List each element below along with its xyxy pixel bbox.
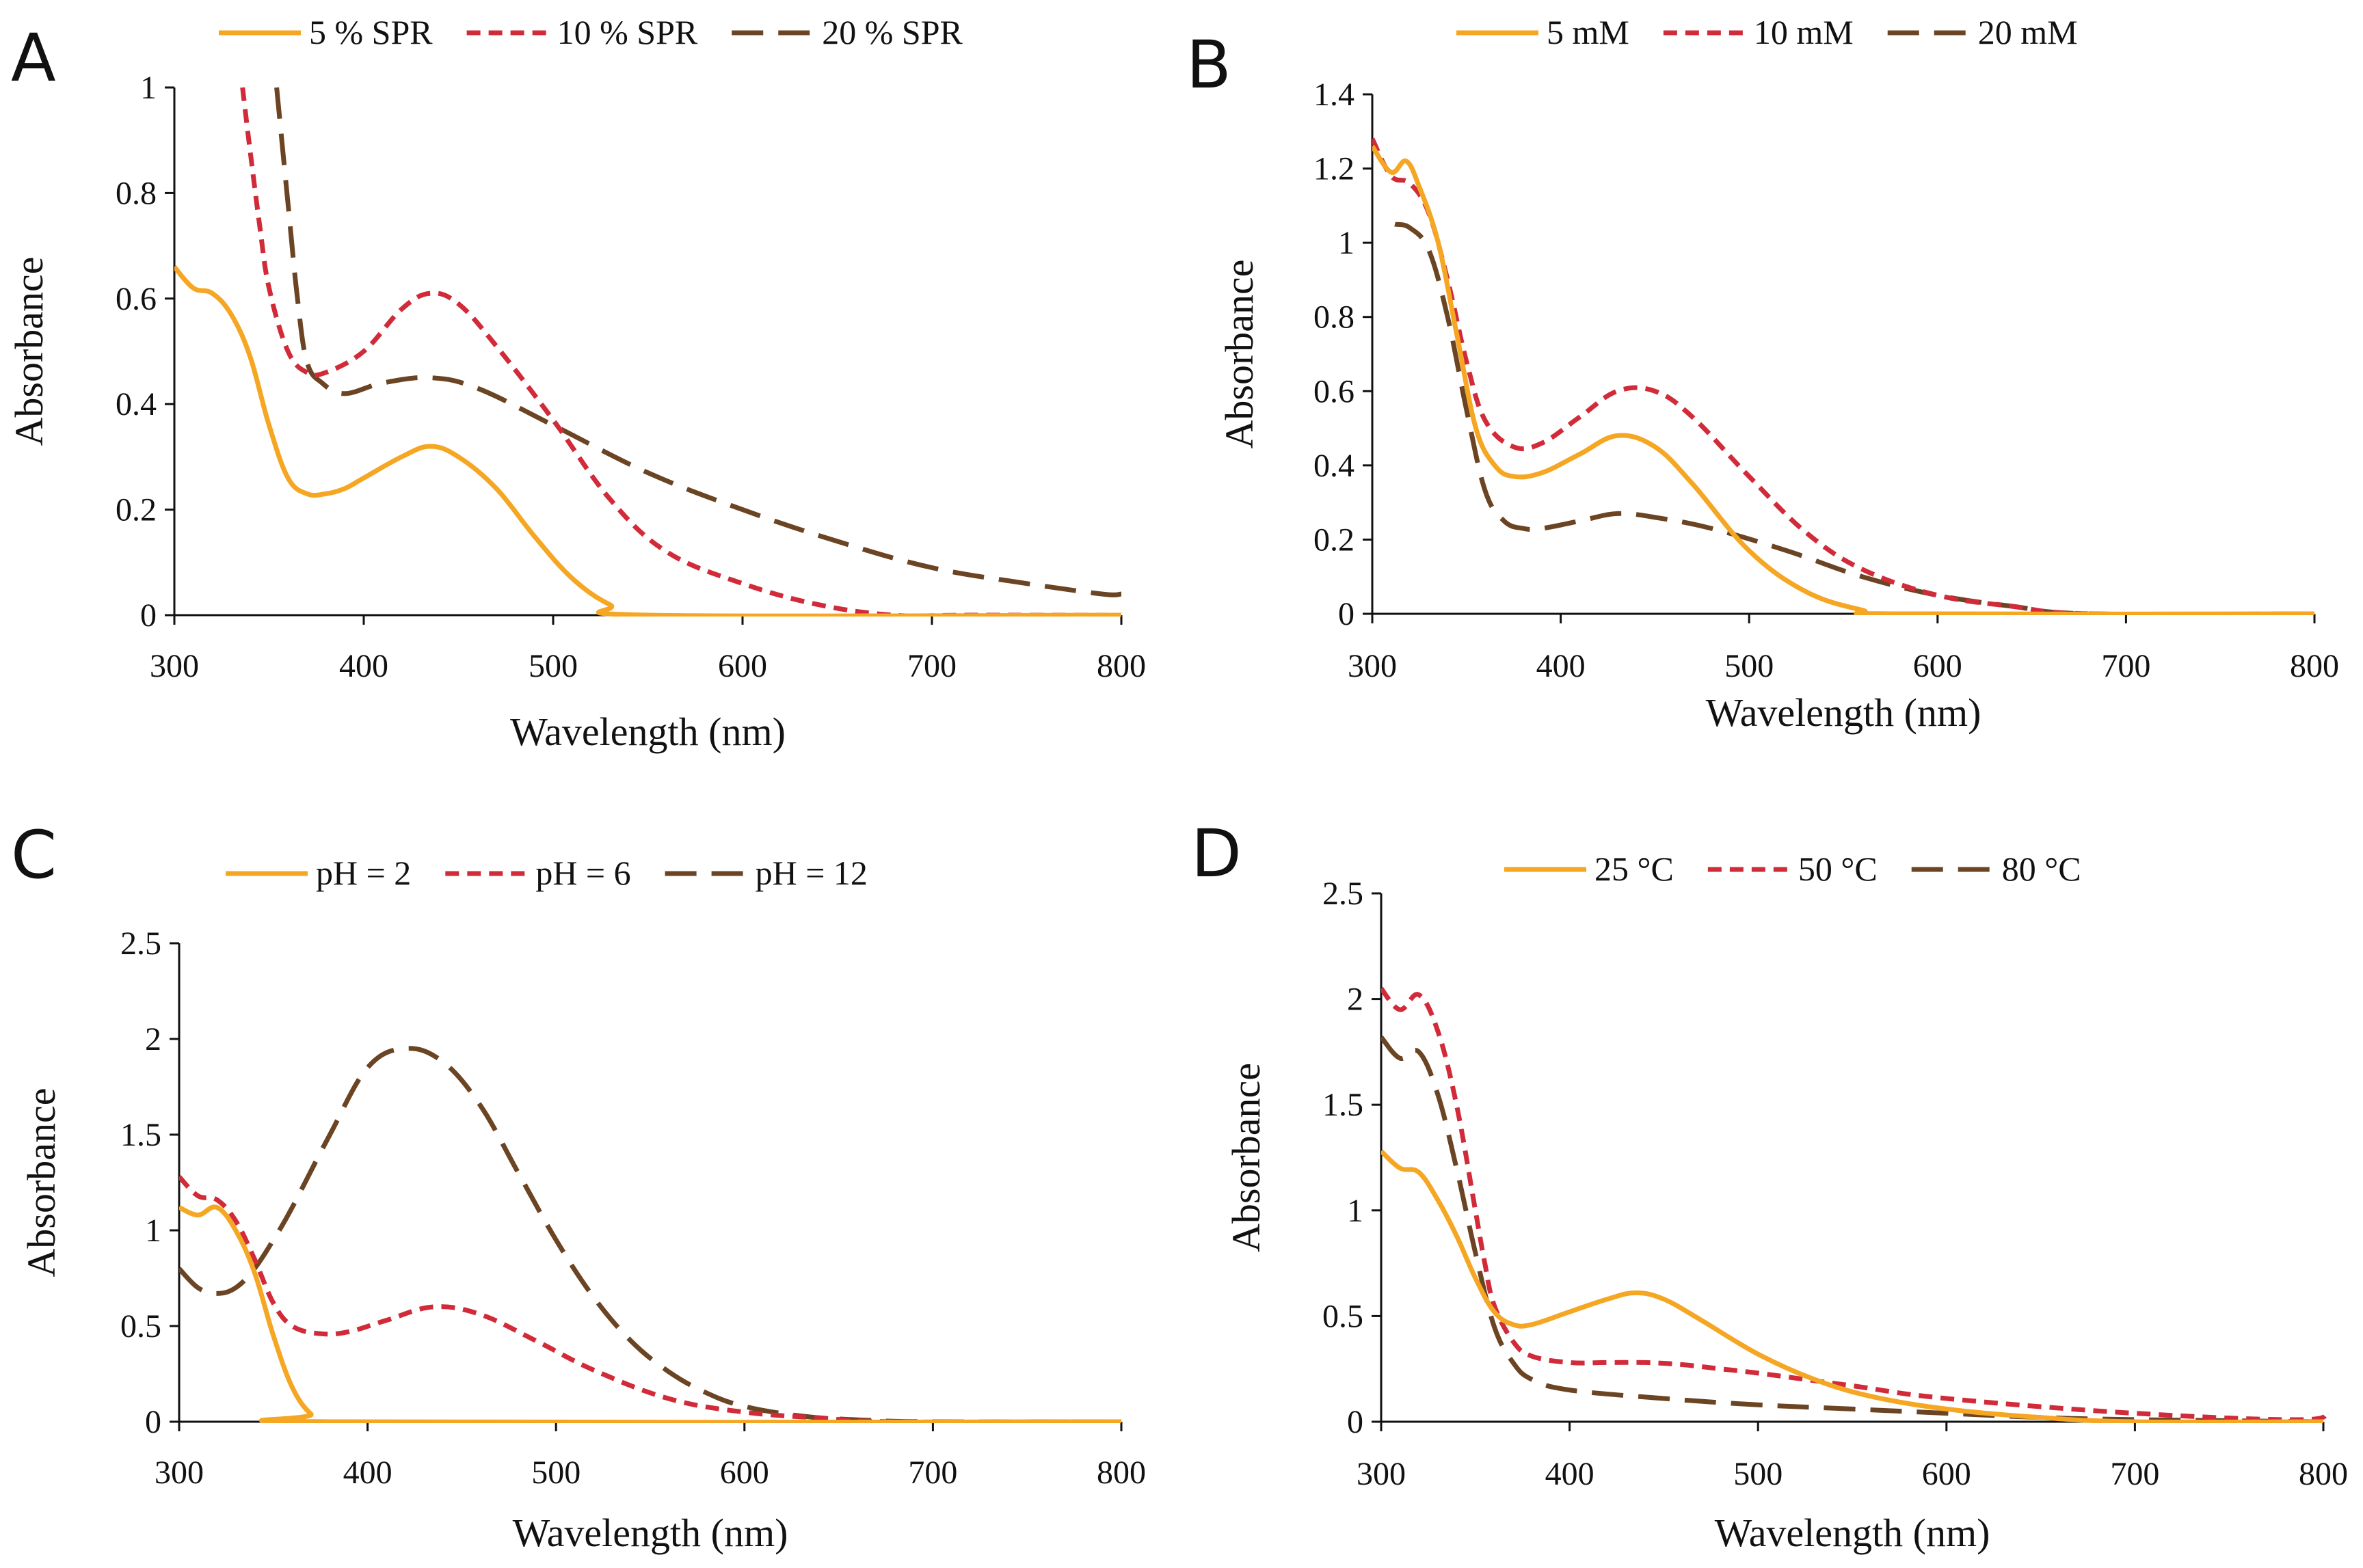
y-tick-label: 1	[140, 70, 157, 106]
x-tick-label: 800	[1097, 1455, 1146, 1491]
y-tick-label: 0.4	[116, 386, 157, 422]
legend-label: pH = 6	[535, 854, 630, 892]
series-line-10-mm	[1372, 137, 2315, 615]
x-tick-label: 500	[1724, 648, 1774, 684]
y-tick-label: 0.6	[116, 281, 157, 317]
series-line-20-spr	[274, 87, 1122, 597]
x-axis-title: Wavelength (nm)	[1706, 690, 1981, 735]
y-tick-label: 2.5	[1322, 876, 1363, 912]
legend-label: 80 °C	[2002, 850, 2081, 888]
legend: 25 °C 50 °C 80 °C	[1504, 850, 2081, 888]
y-tick-label: 1	[1347, 1193, 1363, 1229]
x-axis-title: Wavelength (nm)	[510, 709, 786, 754]
legend-label: 5 mM	[1547, 13, 1629, 51]
x-tick-label: 300	[1348, 648, 1397, 684]
y-tick-label: 0	[1347, 1404, 1363, 1440]
y-tick-label: 1.2	[1313, 151, 1354, 187]
legend: 5 mM 10 mM 20 mM	[1456, 13, 2078, 51]
y-axis-title: Absorbance	[19, 1087, 64, 1277]
legend: 5 % SPR 10 % SPR 20 % SPR	[219, 13, 963, 51]
x-tick-label: 700	[2110, 1456, 2159, 1492]
x-axis-title: Wavelength (nm)	[513, 1511, 788, 1555]
legend-label: pH = 12	[756, 854, 868, 892]
y-tick-label: 1.5	[1322, 1087, 1363, 1123]
y-tick-label: 0.8	[1313, 299, 1354, 336]
y-tick-label: 0.5	[120, 1308, 161, 1344]
legend-label: 20 % SPR	[822, 13, 963, 51]
y-tick-label: 2	[1347, 982, 1363, 1018]
y-tick-label: 0	[145, 1404, 161, 1440]
y-tick-label: 1.5	[120, 1117, 161, 1153]
series-line-10-spr	[240, 87, 1121, 617]
legend: pH = 2 pH = 6 pH = 12	[226, 854, 868, 892]
y-tick-label: 1.4	[1313, 77, 1354, 113]
y-tick-label: 1	[145, 1213, 161, 1249]
y-tick-label: 0.2	[1313, 522, 1354, 558]
x-tick-label: 300	[155, 1455, 204, 1491]
y-tick-label: 1	[1338, 225, 1354, 261]
panel-d: D 300 400 500 600 700 800 0 0.5 1 1.5 2 2.5 Wavelengt…	[1191, 815, 2348, 1555]
panel-b: B 300 400 500 600 700 800 0 0.2 0.4 0.6 0.8 1 1.2 1.4 W…	[1186, 13, 2339, 735]
series-line-25-c	[1381, 1149, 2324, 1423]
legend-label: 25 °C	[1594, 850, 1674, 888]
legend-label: 50 °C	[1798, 850, 1878, 888]
series-line-ph-12	[179, 1046, 1122, 1423]
x-tick-label: 800	[1097, 648, 1146, 684]
y-tick-label: 0.8	[116, 175, 157, 211]
series-line-ph-6	[179, 1175, 1122, 1423]
y-tick-label: 0	[1338, 596, 1354, 632]
x-tick-label: 400	[339, 648, 388, 684]
series-line-50-c	[1381, 986, 2328, 1422]
legend-label: 10 mM	[1754, 13, 1854, 51]
legend-label: 20 mM	[1978, 13, 2078, 51]
panel-b-letter: B	[1186, 27, 1231, 103]
panel-c-letter: C	[11, 817, 57, 893]
series-line-5-spr	[174, 265, 1122, 617]
y-tick-label: 2.5	[120, 925, 161, 962]
panel-a-letter: A	[11, 20, 56, 96]
x-tick-label: 500	[531, 1455, 580, 1491]
panel-a: A 300 400 500 600 700 800 0 0.2 0.4 0.6 0.8 1 Wavelen…	[7, 13, 1146, 754]
y-axis-title: Absorbance	[1224, 1063, 1268, 1252]
y-axis-title: Absorbance	[7, 256, 51, 446]
series-line-20-mm	[1394, 221, 2315, 615]
x-tick-label: 700	[908, 1455, 957, 1491]
x-tick-label: 300	[1357, 1456, 1406, 1492]
series-line-ph-2	[179, 1204, 1122, 1423]
legend-label: pH = 2	[316, 854, 411, 892]
y-tick-label: 0.2	[116, 492, 157, 528]
x-tick-label: 600	[718, 648, 767, 684]
x-tick-label: 400	[343, 1455, 392, 1491]
series-line-80-c	[1381, 1035, 2324, 1423]
panel-c: C 300 400 500 600 700 800 0 0.5 1 1.5 2 2.5 Wavelengt…	[11, 817, 1146, 1555]
x-tick-label: 700	[907, 648, 957, 684]
panel-d-letter: D	[1191, 815, 1242, 892]
legend-label: 5 % SPR	[309, 13, 433, 51]
x-tick-label: 800	[2299, 1456, 2348, 1492]
x-tick-label: 600	[720, 1455, 769, 1491]
x-tick-label: 600	[1922, 1456, 1971, 1492]
y-tick-label: 0.6	[1313, 373, 1354, 409]
y-tick-label: 0.4	[1313, 448, 1354, 484]
x-tick-label: 400	[1545, 1456, 1594, 1492]
y-tick-label: 2	[145, 1021, 161, 1057]
series-line-5-mm	[1372, 144, 2315, 615]
y-tick-label: 0	[140, 597, 157, 634]
x-axis-title: Wavelength (nm)	[1715, 1511, 1990, 1555]
x-tick-label: 300	[150, 648, 199, 684]
legend-label: 10 % SPR	[557, 13, 698, 51]
x-tick-label: 500	[529, 648, 578, 684]
y-tick-label: 0.5	[1322, 1298, 1363, 1334]
x-tick-label: 400	[1536, 648, 1586, 684]
y-axis-title: Absorbance	[1217, 259, 1261, 448]
x-tick-label: 800	[2290, 648, 2339, 684]
x-tick-label: 600	[1913, 648, 1962, 684]
x-tick-label: 700	[2101, 648, 2150, 684]
x-tick-label: 500	[1733, 1456, 1783, 1492]
